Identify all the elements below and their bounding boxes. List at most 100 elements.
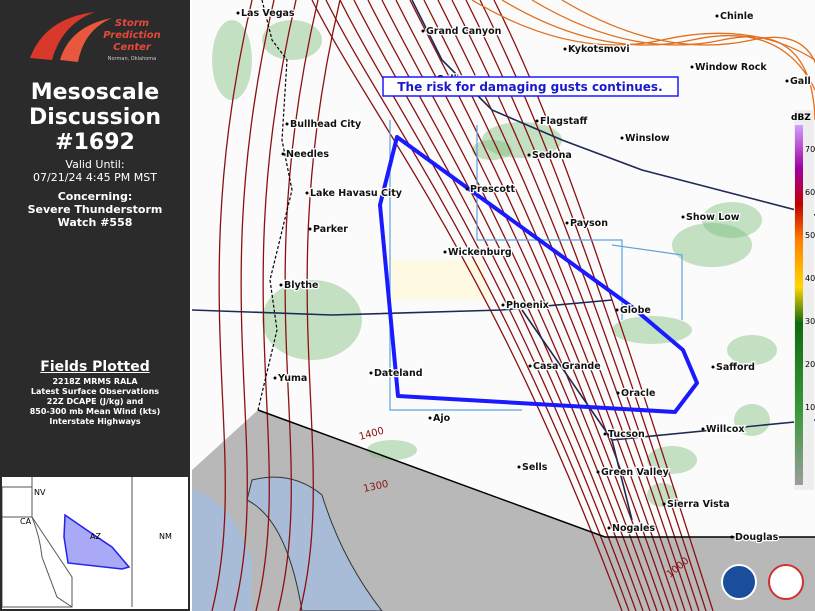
city-label: Tucson — [608, 429, 645, 440]
city-dot — [501, 303, 505, 307]
colorbar-tick: 50 — [805, 231, 815, 240]
city-label: Gall — [790, 76, 811, 87]
dcape-contour — [299, 0, 341, 611]
city-dot — [236, 11, 240, 15]
field: Latest Surface Observations — [30, 387, 160, 396]
radar-echo — [672, 223, 752, 267]
city-dot — [285, 122, 289, 126]
dcape-contour — [325, 0, 630, 611]
city-label: Casa Grande — [533, 361, 601, 372]
logo-text: Center — [113, 42, 152, 53]
dcape-contour — [465, 0, 700, 611]
city-label: Oracle — [621, 388, 656, 399]
radar-echo — [727, 335, 777, 365]
city-label: Blythe — [284, 280, 318, 291]
city-dot — [535, 119, 539, 123]
noaa-logo — [721, 564, 757, 600]
city-dot — [281, 152, 285, 156]
gulf — [246, 476, 383, 611]
colorbar — [795, 125, 803, 485]
headline: The risk for damaging gusts continues. — [397, 80, 662, 94]
nws-logo — [768, 564, 804, 600]
city-dot — [603, 432, 607, 436]
colorbar-tick: 60 — [805, 188, 815, 197]
city-dot — [308, 227, 312, 231]
city-dot — [607, 526, 611, 530]
city-label: Flagstaff — [540, 116, 588, 127]
dcape-contour — [451, 0, 693, 611]
dcape-contour — [493, 0, 714, 611]
city-dot — [711, 365, 715, 369]
city-dot — [730, 535, 734, 539]
dcape-contour — [255, 0, 297, 611]
radar-echo — [262, 20, 322, 60]
logo-swoosh — [60, 18, 112, 62]
city-label: Bullhead City — [290, 119, 362, 130]
dcape-contour — [501, 0, 815, 91]
city-label: Winslow — [625, 133, 670, 144]
dcape-contour — [423, 0, 679, 611]
city-dot — [681, 215, 685, 219]
city-dot — [528, 364, 532, 368]
county-line — [389, 120, 683, 411]
city-dot — [428, 416, 432, 420]
inset-state: NV — [34, 488, 46, 497]
city-label: Lake Havasu City — [310, 188, 403, 199]
city-label: Green Valley — [601, 467, 670, 478]
logo-text: Prediction — [103, 30, 160, 41]
fields-title: Fields Plotted — [40, 359, 150, 375]
city-label: Parker — [313, 224, 348, 235]
concerning: Severe Thunderstorm — [27, 203, 163, 216]
logo: Storm Prediction Center Norman, Oklahoma — [30, 12, 161, 62]
dcape-contour — [479, 0, 707, 611]
title: Discussion — [28, 105, 162, 130]
radar-echo — [472, 140, 512, 160]
city-dot — [701, 427, 705, 431]
city-label: Window Rock — [695, 62, 767, 73]
city-label: Sells — [522, 462, 548, 473]
watch-area — [392, 260, 492, 300]
inset-border — [2, 486, 73, 608]
city-dot — [443, 250, 447, 254]
city-dot — [279, 283, 283, 287]
dcape-contour — [367, 0, 651, 611]
state-border — [257, 0, 293, 411]
city-dot — [527, 153, 531, 157]
inset-border — [2, 477, 133, 608]
inset-polygon — [63, 513, 131, 570]
sidebar: Storm Prediction Center Norman, Oklahoma… — [0, 0, 190, 611]
concerning-label: Concerning: — [57, 190, 133, 203]
city-dot — [785, 79, 789, 83]
inset-state: AZ — [90, 532, 101, 541]
concerning: Watch #558 — [57, 216, 133, 229]
city-label: Show Low — [686, 212, 740, 223]
cities: Las Vegas Grand Canyon Kykotsmovi Chinle Win… — [236, 7, 812, 544]
colorbar-tick: 10 — [805, 403, 815, 412]
dcape-contour — [531, 0, 815, 121]
city-dot — [615, 308, 619, 312]
city-label: Globe — [620, 305, 651, 316]
city-dot — [662, 502, 666, 506]
city-dot — [305, 191, 309, 195]
city-label: Sedona — [532, 150, 572, 161]
dcape-contour — [339, 0, 637, 611]
logo-text: Norman, Oklahoma — [108, 56, 157, 62]
title: #1692 — [55, 130, 135, 155]
radar-echo — [212, 20, 252, 100]
dcape-contour — [277, 0, 319, 611]
border — [257, 409, 815, 538]
city-label: Needles — [286, 149, 329, 160]
dcape-contour — [233, 0, 275, 611]
city-dot — [563, 47, 567, 51]
city-label: Payson — [570, 218, 608, 229]
city-dot — [596, 470, 600, 474]
headline-box — [382, 76, 679, 97]
inset-map: NV CA AZ NM — [2, 477, 188, 609]
city-label: Nogales — [612, 523, 655, 534]
field: 22Z DCAPE (J/kg) and — [46, 397, 144, 406]
city-label: Chinle — [720, 11, 753, 22]
city-dot — [715, 14, 719, 18]
valid-time: 07/21/24 4:45 PM MST — [33, 171, 157, 184]
